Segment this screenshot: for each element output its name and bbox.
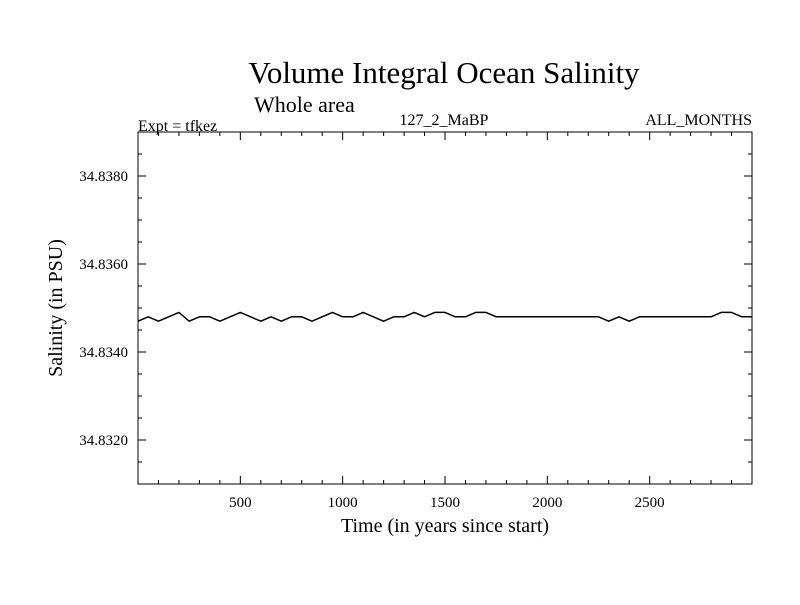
x-tick-label: 500	[229, 495, 252, 511]
period-label: 127_2_MaBP	[400, 112, 489, 129]
chart-title: Volume Integral Ocean Salinity	[248, 55, 640, 90]
x-tick-label: 2000	[532, 495, 562, 511]
y-tick-label: 34.8320	[79, 433, 128, 449]
months-label: ALL_MONTHS	[645, 112, 752, 129]
x-axis-ticks	[157, 132, 733, 484]
y-tick-label: 34.8340	[79, 345, 128, 361]
x-axis-tick-labels: 500 1000 1500 2000 2500	[229, 495, 665, 511]
plot-frame	[137, 131, 753, 485]
series-line	[137, 311, 752, 322]
y-tick-label: 34.8360	[79, 257, 128, 273]
chart-subtitle: Whole area	[254, 92, 355, 117]
y-axis-tick-labels: 34.8320 34.8340 34.8360 34.8380	[79, 169, 128, 449]
x-axis-label: Time (in years since start)	[341, 515, 549, 537]
series-group	[137, 311, 752, 322]
y-tick-label: 34.8380	[79, 169, 128, 185]
x-tick-label: 2500	[635, 495, 665, 511]
x-tick-label: 1500	[430, 495, 460, 511]
y-axis-label: Salinity (in PSU)	[45, 239, 67, 377]
experiment-label: Expt = tfkez	[138, 118, 217, 135]
y-axis-ticks	[138, 153, 752, 463]
x-tick-label: 1000	[328, 495, 358, 511]
